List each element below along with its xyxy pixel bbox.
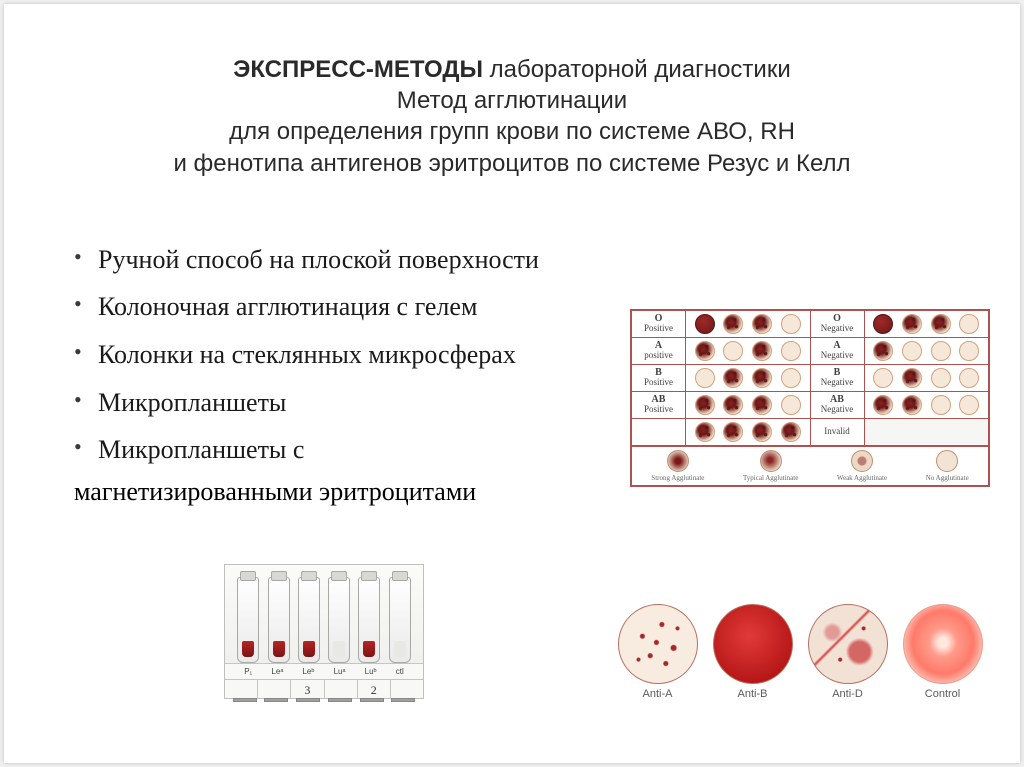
blood-type-chart: OPositive ONegative Apositive ANegative …: [630, 309, 990, 487]
bullet-item: Микропланшеты с: [74, 429, 610, 471]
bullet-continuation: магнетизированными эритроцитами: [74, 477, 610, 507]
anti-b-sample: Anti-B: [705, 604, 800, 700]
chart-row-b: BPositive BNegative: [632, 365, 988, 392]
bullet-item: Колонки на стеклянных микросферах: [74, 334, 610, 376]
header-line-3: для определения групп крови по системе А…: [34, 116, 990, 147]
tube-numbers: 3 2: [225, 679, 423, 699]
right-panel: OPositive ONegative Apositive ANegative …: [610, 239, 990, 507]
chart-row-invalid: Invalid: [632, 419, 988, 446]
body-wrap: Ручной способ на плоской поверхности Кол…: [34, 239, 990, 507]
slide-header: ЭКСПРЕСС-МЕТОДЫ лабораторной диагностики…: [34, 54, 990, 179]
anti-sera-row: Anti-A Anti-B Anti-D Control: [610, 604, 990, 700]
gel-card-tubes: P₁ Leᵃ Leᵇ Luᵃ Luᵇ ctl 3 2: [224, 564, 424, 699]
title-rest: лабораторной диагностики: [483, 56, 791, 83]
agglutination-scale: Strong Agglutinate Typical Agglutinate W…: [632, 446, 988, 485]
presentation-slide: ЭКСПРЕСС-МЕТОДЫ лабораторной диагностики…: [4, 4, 1020, 763]
chart-row-o: OPositive ONegative: [632, 311, 988, 338]
bullet-item: Микропланшеты: [74, 382, 610, 424]
title-bold: ЭКСПРЕСС-МЕТОДЫ: [233, 56, 483, 83]
label-o-neg: ONegative: [811, 311, 865, 337]
header-line-4: и фенотипа антигенов эритроцитов по сист…: [34, 148, 990, 179]
bullet-item: Ручной способ на плоской поверхности: [74, 239, 610, 281]
bullet-item: Колоночная агглютинация с гелем: [74, 286, 610, 328]
anti-a-sample: Anti-A: [610, 604, 705, 700]
label-o-pos: OPositive: [632, 311, 686, 337]
chart-row-ab: ABPositive ABNegative: [632, 392, 988, 419]
control-sample: Control: [895, 604, 990, 700]
tube-labels: P₁ Leᵃ Leᵇ Luᵃ Luᵇ ctl: [225, 663, 423, 679]
bullet-list: Ручной способ на плоской поверхности Кол…: [34, 239, 610, 507]
chart-row-a: Apositive ANegative: [632, 338, 988, 365]
header-line-2: Метод агглютинации: [34, 85, 990, 116]
anti-d-sample: Anti-D: [800, 604, 895, 700]
